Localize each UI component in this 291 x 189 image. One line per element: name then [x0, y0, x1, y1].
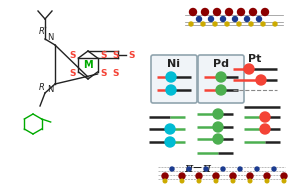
Circle shape: [201, 22, 205, 26]
Circle shape: [208, 16, 214, 22]
Circle shape: [249, 22, 253, 26]
Circle shape: [179, 173, 185, 179]
Circle shape: [196, 173, 202, 179]
Circle shape: [213, 173, 219, 179]
Circle shape: [166, 72, 176, 82]
Circle shape: [265, 179, 269, 183]
Circle shape: [187, 167, 191, 171]
Circle shape: [237, 22, 241, 26]
Circle shape: [255, 167, 259, 171]
Circle shape: [247, 173, 253, 179]
Text: S: S: [101, 51, 107, 60]
Circle shape: [189, 9, 196, 15]
Text: S: S: [113, 70, 119, 78]
Text: S: S: [101, 70, 107, 78]
Text: R: R: [39, 83, 45, 91]
Circle shape: [201, 9, 208, 15]
Circle shape: [282, 179, 286, 183]
Text: N: N: [47, 84, 53, 94]
Circle shape: [214, 9, 221, 15]
Circle shape: [165, 124, 175, 134]
Circle shape: [162, 173, 168, 179]
Text: Ni: Ni: [168, 59, 180, 69]
Circle shape: [170, 167, 174, 171]
Circle shape: [213, 22, 217, 26]
Text: Pd: Pd: [213, 59, 229, 69]
Circle shape: [261, 22, 265, 26]
Text: S: S: [70, 70, 76, 78]
Circle shape: [244, 64, 254, 74]
Text: π−π: π−π: [184, 163, 212, 176]
Circle shape: [272, 167, 276, 171]
Circle shape: [197, 179, 201, 183]
Circle shape: [213, 109, 223, 119]
Circle shape: [281, 173, 287, 179]
Circle shape: [260, 124, 270, 134]
Circle shape: [196, 16, 201, 22]
Circle shape: [273, 22, 277, 26]
Circle shape: [256, 75, 266, 85]
Text: M: M: [83, 60, 93, 70]
Circle shape: [213, 134, 223, 144]
Circle shape: [213, 122, 223, 132]
FancyBboxPatch shape: [151, 55, 197, 103]
Circle shape: [165, 137, 175, 147]
Text: S: S: [70, 51, 76, 60]
Circle shape: [231, 179, 235, 183]
Circle shape: [221, 16, 226, 22]
Text: S: S: [113, 51, 119, 60]
Circle shape: [260, 112, 270, 122]
Circle shape: [244, 16, 249, 22]
Circle shape: [214, 179, 218, 183]
Circle shape: [237, 9, 244, 15]
Text: N: N: [47, 33, 53, 42]
Circle shape: [248, 179, 252, 183]
Circle shape: [225, 22, 229, 26]
Circle shape: [163, 179, 167, 183]
Circle shape: [189, 22, 193, 26]
Circle shape: [230, 173, 236, 179]
Circle shape: [216, 85, 226, 95]
Circle shape: [204, 167, 208, 171]
Circle shape: [166, 85, 176, 95]
Circle shape: [221, 167, 225, 171]
Text: S: S: [129, 50, 135, 60]
Circle shape: [216, 72, 226, 82]
Circle shape: [233, 16, 237, 22]
Circle shape: [249, 9, 256, 15]
Circle shape: [238, 167, 242, 171]
Circle shape: [256, 16, 262, 22]
Circle shape: [262, 9, 269, 15]
Text: R: R: [39, 28, 45, 36]
Text: Pt: Pt: [248, 54, 262, 64]
Circle shape: [264, 173, 270, 179]
FancyBboxPatch shape: [198, 55, 244, 103]
Circle shape: [226, 9, 233, 15]
Circle shape: [180, 179, 184, 183]
